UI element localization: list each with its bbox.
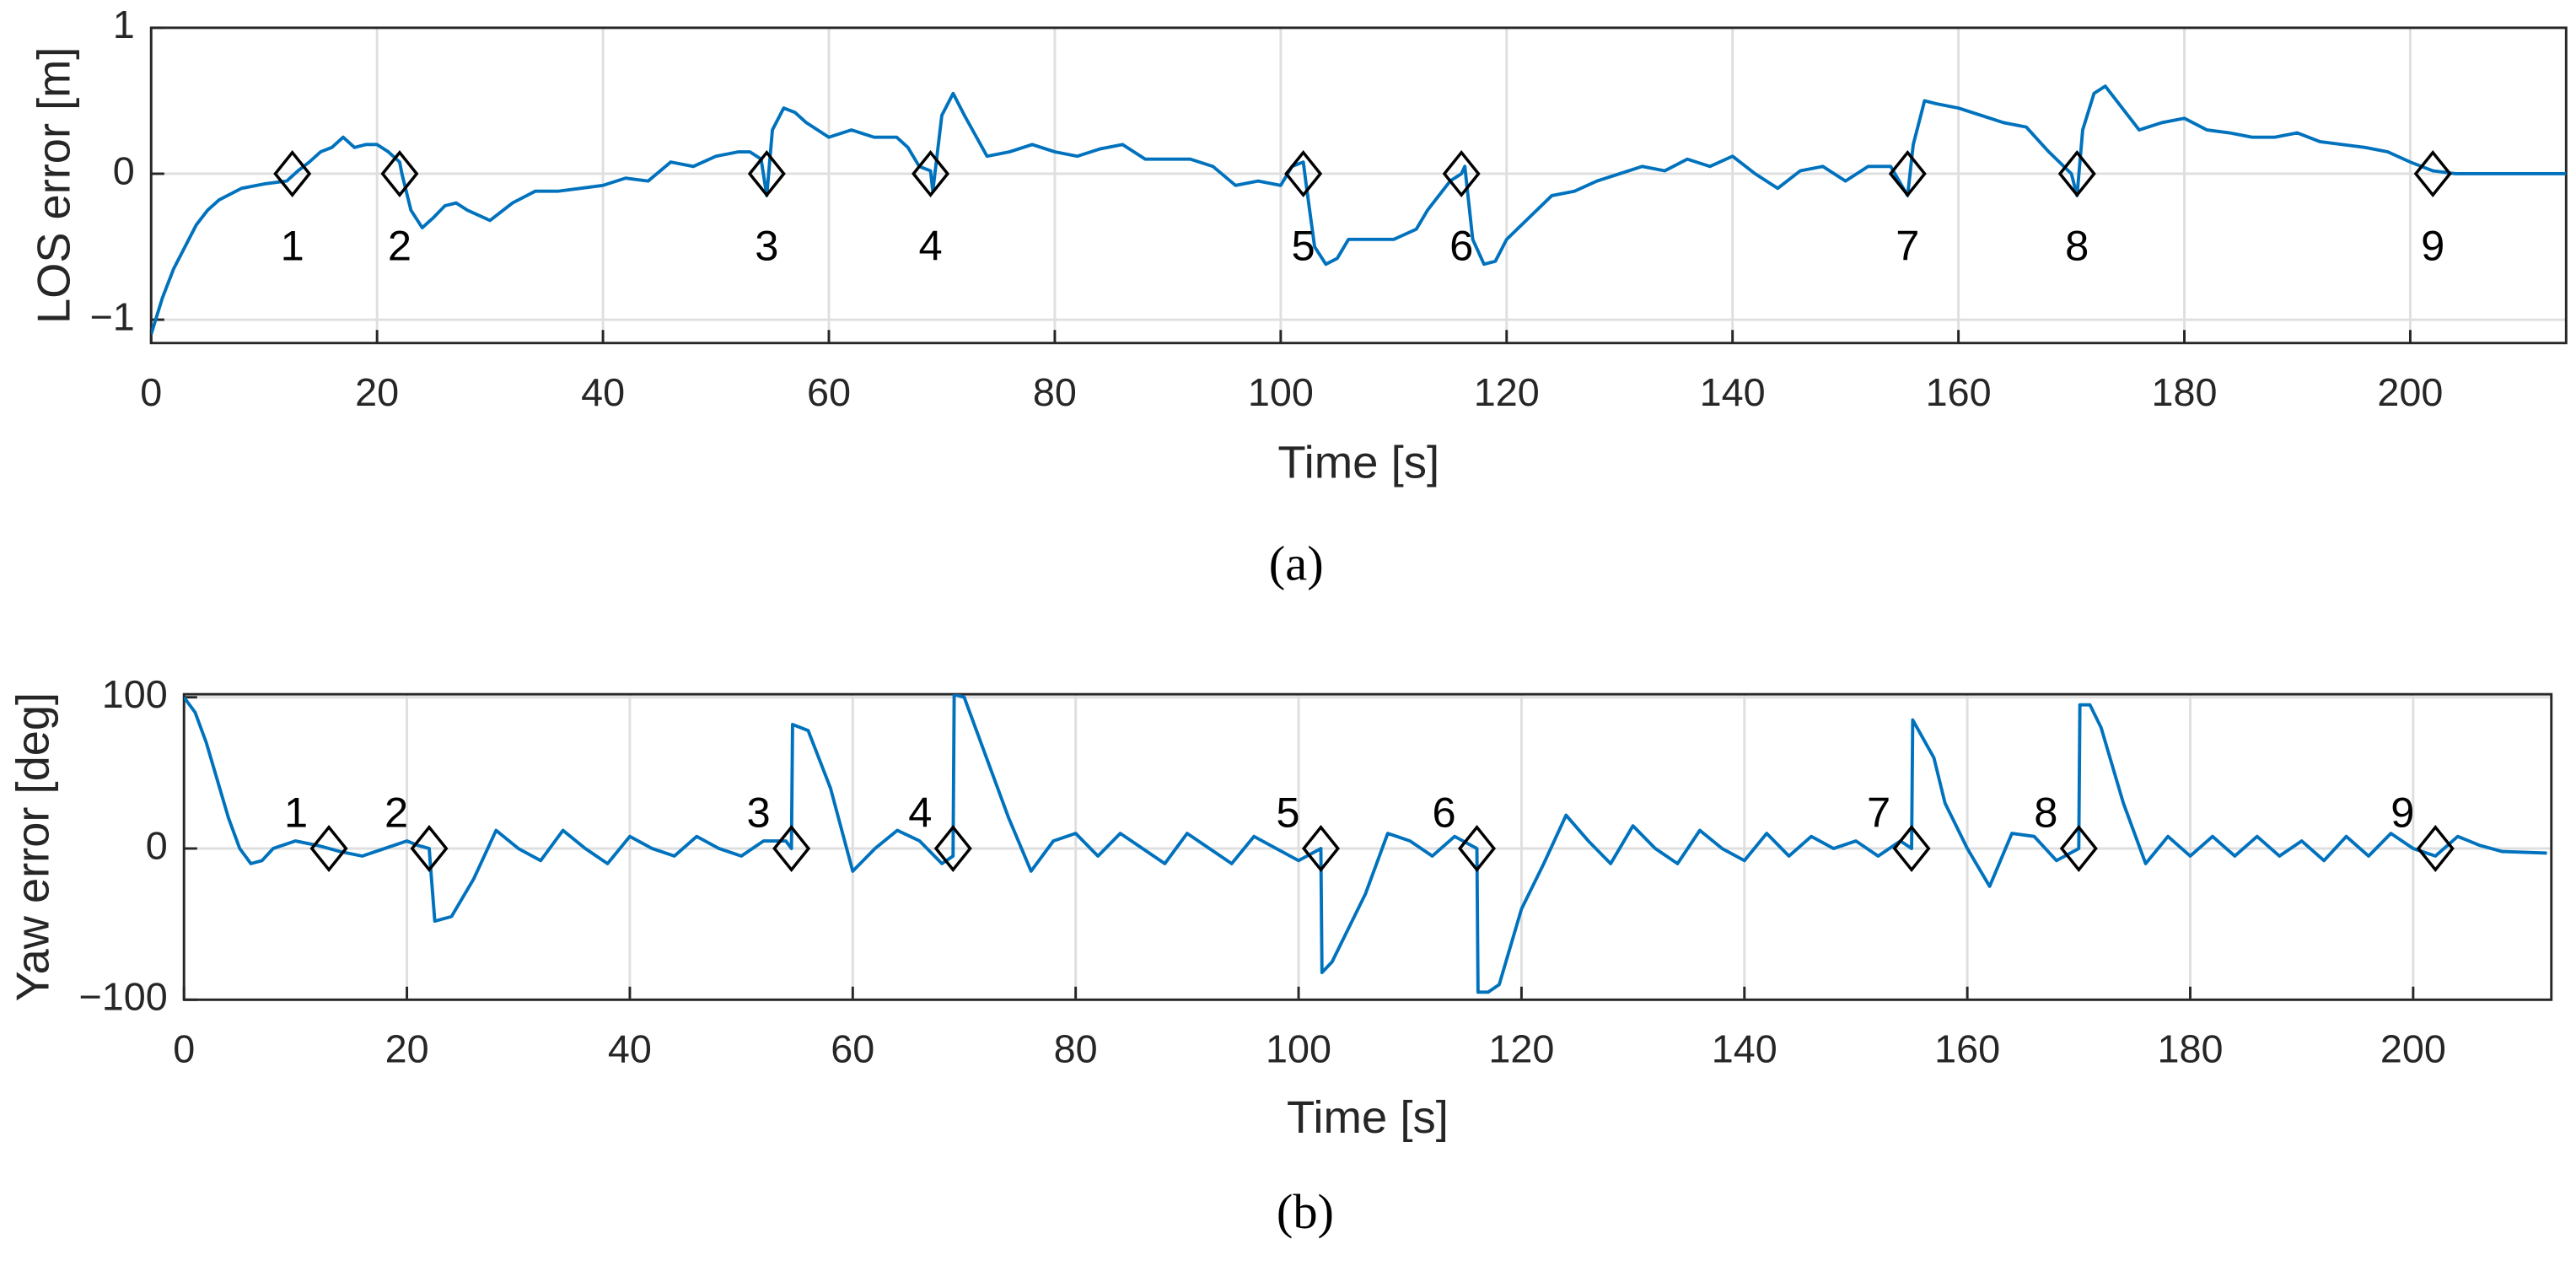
x-tick-label: 200 — [2380, 1027, 2446, 1071]
waypoint-label: 8 — [2034, 789, 2057, 837]
x-tick-label: 80 — [1033, 370, 1077, 414]
x-tick-label: 60 — [831, 1027, 874, 1071]
x-tick-label: 60 — [807, 370, 851, 414]
x-tick-label: 0 — [140, 370, 162, 414]
x-tick-label: 140 — [1700, 370, 1766, 414]
waypoint-marker — [2059, 825, 2098, 872]
y-tick-label: −1 — [89, 294, 134, 338]
y-tick-label: 0 — [113, 148, 135, 192]
waypoint-label: 1 — [284, 789, 308, 837]
waypoint-marker — [273, 150, 312, 197]
waypoint-label: 6 — [1449, 222, 1473, 270]
y-tick-label: 1 — [113, 3, 135, 46]
y-tick-label: 0 — [146, 823, 168, 867]
waypoint-label: 3 — [747, 789, 771, 837]
waypoint-label: 9 — [2421, 222, 2444, 270]
waypoint-marker — [2413, 150, 2452, 197]
plot-frame — [149, 26, 2568, 345]
waypoint-label: 3 — [755, 222, 778, 270]
waypoint-marker — [1458, 825, 1497, 872]
x-tick-label: 0 — [173, 1027, 195, 1071]
x-tick-label: 180 — [2157, 1027, 2223, 1071]
waypoint-marker — [380, 150, 419, 197]
waypoint-label: 5 — [1292, 222, 1315, 270]
waypoint-label: 1 — [281, 222, 304, 270]
waypoint-marker — [1442, 150, 1481, 197]
waypoint-label: 9 — [2390, 789, 2414, 837]
waypoint-marker — [1888, 150, 1927, 197]
waypoint-marker — [2057, 150, 2096, 197]
x-tick-label: 140 — [1712, 1027, 1777, 1071]
caption: (b) — [1277, 1184, 1334, 1239]
waypoint-marker — [1301, 825, 1340, 872]
x-tick-label: 200 — [2377, 370, 2443, 414]
waypoint-label: 7 — [1867, 789, 1890, 837]
waypoint-marker — [410, 825, 449, 872]
waypoint-marker — [309, 825, 348, 872]
x-tick-label: 40 — [581, 370, 625, 414]
waypoint-marker — [1284, 150, 1323, 197]
waypoint-label: 5 — [1276, 789, 1299, 837]
x-tick-label: 160 — [1926, 370, 1992, 414]
waypoint-marker — [1892, 825, 1931, 872]
waypoint-marker — [747, 150, 786, 197]
x-tick-label: 80 — [1054, 1027, 1098, 1071]
waypoint-label: 7 — [1896, 222, 1919, 270]
waypoint-label: 2 — [385, 789, 408, 837]
x-tick-label: 120 — [1474, 370, 1540, 414]
waypoint-marker — [772, 825, 811, 872]
plot-frame — [182, 692, 2553, 1001]
x-axis-label: Time [s] — [1287, 1091, 1449, 1143]
x-tick-label: 40 — [608, 1027, 652, 1071]
waypoint-label: 6 — [1432, 789, 1455, 837]
waypoint-label: 4 — [908, 789, 932, 837]
x-tick-label: 20 — [385, 1027, 429, 1071]
data-line — [151, 84, 2567, 335]
y-axis-label: Yaw error [deg] — [7, 692, 58, 1002]
x-tick-label: 20 — [355, 370, 399, 414]
waypoint-marker — [912, 150, 950, 197]
x-tick-label: 100 — [1266, 1027, 1331, 1071]
caption: (a) — [1269, 536, 1324, 590]
x-tick-label: 160 — [1934, 1027, 2000, 1071]
y-axis-label: LOS error [m] — [28, 47, 79, 324]
x-tick-label: 180 — [2152, 370, 2218, 414]
x-axis-label: Time [s] — [1277, 436, 1439, 488]
data-line — [184, 694, 2547, 994]
waypoint-marker — [2416, 825, 2455, 872]
waypoint-label: 2 — [388, 222, 411, 270]
waypoint-label: 4 — [918, 222, 942, 270]
waypoint-label: 8 — [2065, 222, 2089, 270]
x-tick-label: 120 — [1488, 1027, 1554, 1071]
y-tick-label: 100 — [102, 672, 168, 716]
x-tick-label: 100 — [1248, 370, 1314, 414]
waypoint-marker — [933, 825, 972, 872]
y-tick-label: −100 — [78, 975, 167, 1019]
